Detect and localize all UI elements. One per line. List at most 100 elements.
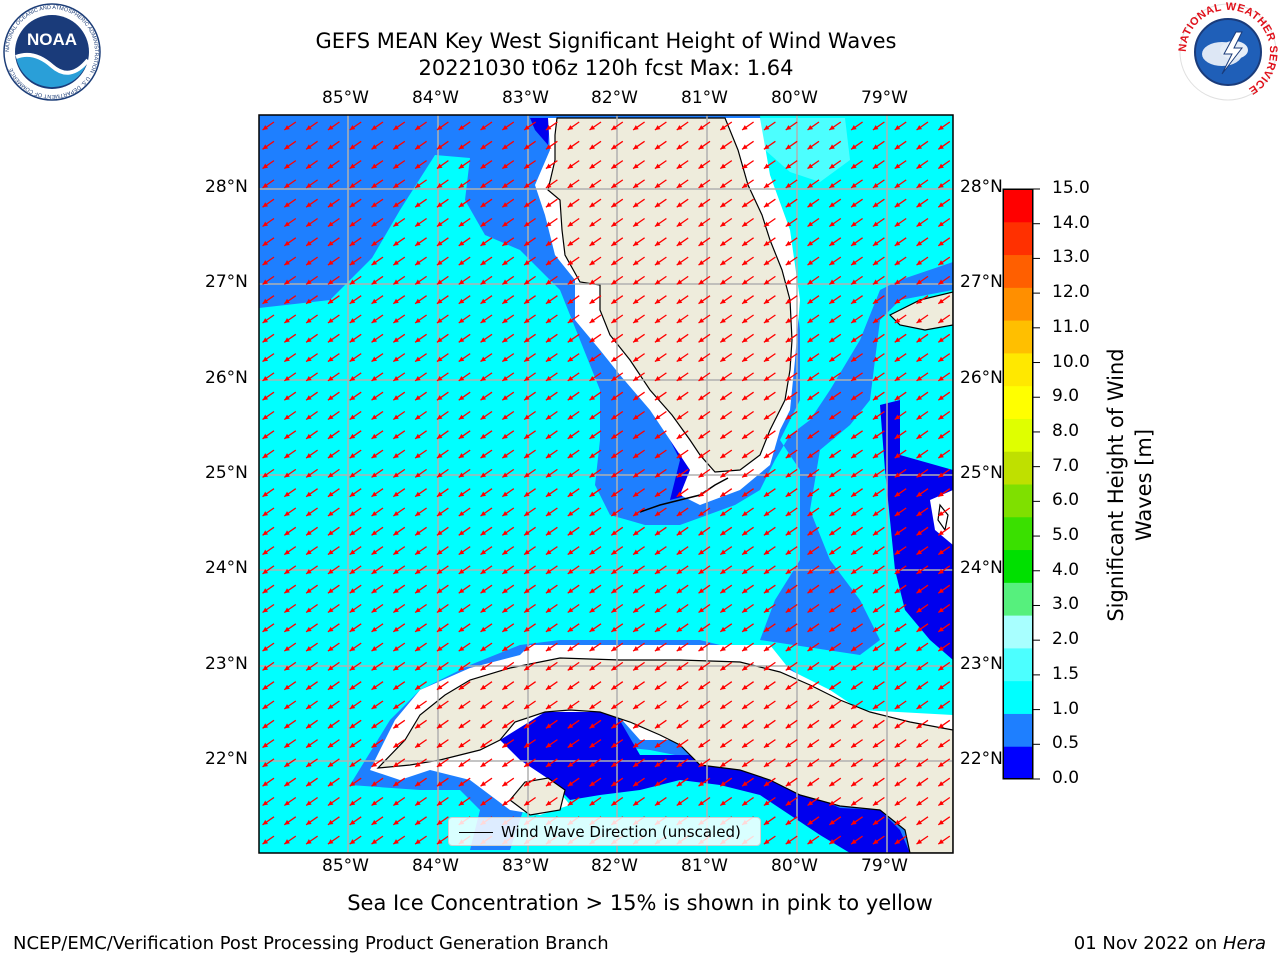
wind-arrow-head [851, 472, 857, 478]
chart-subtitle: 20221030 t06z 120h fcst Max: 1.64 [418, 56, 794, 80]
wind-arrow-head [872, 260, 879, 266]
wind-arrow-head [698, 684, 705, 690]
wind-arrow-head [633, 742, 639, 748]
wind-arrow-head [916, 163, 923, 169]
wind-arrow-head [545, 723, 552, 729]
wind-arrow-head [327, 356, 334, 362]
wind-arrow-head [589, 626, 596, 632]
wind-arrow-head [633, 761, 639, 767]
wind-arrow-head [458, 800, 465, 806]
wind-arrow-head [545, 626, 552, 632]
wind-arrow-head [371, 684, 378, 690]
wind-arrow-head [938, 819, 944, 825]
wind-arrow-head [611, 202, 617, 208]
colorbar-segment [1003, 549, 1033, 583]
wind-arrow-head [502, 472, 508, 478]
wind-arrow-head [763, 337, 770, 343]
wind-arrow-head [589, 221, 596, 227]
wind-arrow-head [894, 221, 901, 227]
noaa-logo: NOAA NATIONAL OCEANIC AND ATMOSPHERIC AD… [2, 2, 102, 106]
wind-arrow-head [567, 182, 574, 188]
wind-arrow-head [676, 318, 683, 323]
wind-arrow-head [524, 298, 530, 304]
wind-arrow-head [851, 433, 857, 439]
wind-arrow-head [851, 568, 857, 574]
wind-arrow-head [785, 144, 792, 150]
wind-arrow-head [676, 800, 683, 806]
wind-arrow-head [371, 144, 378, 150]
wind-arrow-head [262, 491, 269, 497]
wind-arrow-head [284, 414, 290, 420]
wind-arrow-head [633, 318, 639, 323]
wind-arrow-head [284, 375, 290, 381]
wind-arrow-head [938, 375, 944, 381]
wind-arrow-head [545, 279, 552, 285]
wind-arrow-head [872, 626, 879, 632]
wind-arrow-head [720, 375, 726, 381]
wind-arrow-head [654, 761, 661, 767]
wind-arrow-head [371, 723, 378, 729]
wind-arrow-head [349, 549, 356, 555]
wind-arrow-head [938, 761, 944, 767]
colorbar-label: Significant Height of Wind Waves [m] [1104, 348, 1156, 622]
wind-arrow-head [698, 453, 705, 459]
wind-arrow-head [567, 240, 574, 246]
colorbar-segment [1003, 484, 1033, 518]
wind-arrow-head [938, 202, 944, 208]
wind-arrow-head [415, 318, 421, 323]
wind-arrow-head [502, 260, 508, 266]
wind-arrow-head [611, 665, 617, 671]
wind-arrow-head [654, 182, 661, 188]
wind-arrow-head [894, 298, 901, 304]
wind-arrow-head [284, 781, 290, 787]
wind-arrow-head [436, 318, 443, 323]
colorbar-segment [1003, 385, 1033, 419]
wind-arrow-head [851, 800, 857, 806]
wind-arrow-head [502, 491, 508, 497]
wind-arrow-head [633, 337, 639, 343]
wind-arrow-head [633, 279, 639, 285]
wind-arrow-head [306, 453, 312, 459]
wind-arrow-head [633, 607, 639, 613]
wind-arrow-head [393, 626, 399, 632]
lon-label-top: 82°W [591, 88, 638, 108]
wind-arrow-head [306, 568, 312, 574]
wind-arrow-head [262, 607, 269, 613]
wind-arrow-head [829, 819, 835, 825]
wind-arrow-head [327, 395, 334, 401]
wind-arrow-head [567, 144, 574, 150]
wind-arrow-head [785, 723, 792, 729]
wind-arrow-head [284, 453, 290, 459]
wind-arrow-head [436, 279, 443, 285]
wind-arrow-head [633, 453, 639, 459]
lat-label-left: 24°N [205, 558, 248, 578]
wind-arrow-head [284, 665, 290, 671]
wind-arrow-head [567, 665, 574, 671]
wind-arrow-head [742, 395, 748, 401]
wind-arrow-head [415, 375, 421, 381]
wind-arrow-head [589, 375, 596, 381]
wind-arrow-head [415, 568, 421, 574]
wind-arrow-head [807, 626, 814, 632]
wind-arrow-head [676, 704, 683, 709]
wind-arrow-head [327, 298, 334, 304]
wind-arrow-head [633, 704, 639, 709]
colorbar-tick-label: 9.0 [1052, 386, 1080, 407]
wind-arrow-head [567, 568, 574, 574]
wind-arrow-head [720, 240, 726, 246]
wind-arrow-head [720, 337, 726, 343]
colorbar-segment [1003, 221, 1033, 256]
wind-arrow-head [371, 704, 378, 709]
wind-arrow-head [763, 800, 770, 806]
wind-arrow-head [458, 125, 465, 130]
wind-arrow-head [502, 568, 508, 574]
wind-arrow-head [851, 221, 857, 227]
wind-arrow-head [306, 144, 312, 150]
wind-arrow-head [785, 202, 792, 208]
wind-arrow-head [894, 742, 901, 748]
wind-arrow-head [371, 414, 378, 420]
wind-arrow-head [851, 511, 857, 516]
wind-arrow-head [916, 761, 923, 767]
wind-arrow-head [524, 414, 530, 420]
wind-arrow-head [480, 144, 487, 150]
